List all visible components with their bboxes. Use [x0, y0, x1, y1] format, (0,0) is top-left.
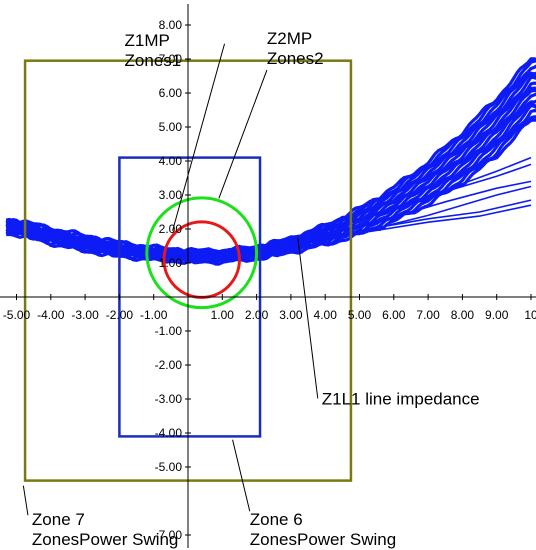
y-tick-label: -4.00 [155, 426, 183, 440]
trajectory-trace [6, 57, 536, 255]
zone-pointer [218, 69, 268, 199]
zone-label: Zone 6 [250, 510, 303, 529]
x-tick-label: -1.00 [140, 308, 168, 322]
trajectory-branch-line [273, 204, 532, 247]
y-tick-label: 4.00 [159, 154, 183, 168]
zone-label: ZonesPower Swing [250, 530, 396, 549]
x-tick-label: -5.00 [3, 308, 31, 322]
x-tick-label: 2.00 [245, 308, 269, 322]
y-tick-label: 1.00 [159, 256, 183, 270]
x-tick-label: -2.00 [106, 308, 134, 322]
x-tick-label: 4.00 [314, 308, 338, 322]
x-tick-label: 6.00 [382, 308, 406, 322]
axes: -5.00 -4.00 -3.00 -2.00 -1.00 1.00 2.00 3.00 4.0… [0, 4, 536, 548]
zone-circle [145, 196, 259, 310]
zone-label: Z2MP [267, 29, 312, 48]
zone-pointer [22, 485, 29, 516]
trajectory-branch-line [290, 156, 532, 244]
y-tick-label: -5.00 [155, 460, 183, 474]
trajectory-branch-line [256, 163, 532, 249]
zone-label: Zone 7 [32, 510, 85, 529]
y-tick-label: 7.00 [159, 52, 183, 66]
trajectory-trace [5, 64, 536, 257]
impedance-trajectory [5, 57, 536, 266]
x-tick-label: 3.00 [279, 308, 303, 322]
y-tick-label: 6.00 [159, 86, 183, 100]
zone-pointer [232, 439, 251, 512]
x-tick-label: 9.00 [485, 308, 509, 322]
y-tick-label: 5.00 [159, 120, 183, 134]
y-tick-label: 8.00 [159, 18, 183, 32]
trajectory-branch-line [290, 180, 532, 244]
zone-label: Zones2 [267, 49, 324, 68]
x-tick-label: 7.00 [416, 308, 440, 322]
zone-label: Zones1 [125, 51, 182, 70]
trajectory-pointer [297, 237, 319, 399]
zone-label: ZonesPower Swing [32, 530, 178, 549]
y-tick-label: -3.00 [155, 392, 183, 406]
y-tick-label: -7.00 [155, 528, 183, 542]
x-tick-label: 8.00 [451, 308, 475, 322]
trajectory-trace [6, 86, 536, 260]
y-tick-label: -1.00 [155, 324, 183, 338]
x-tick-label: -4.00 [37, 308, 65, 322]
trajectory-label: Z1L1 line impedance [322, 390, 480, 409]
trajectory-branch-line [273, 199, 532, 247]
x-tick-label: 10 [524, 308, 536, 322]
y-tick-label: -2.00 [155, 358, 183, 372]
trajectory-trace [5, 75, 536, 259]
x-tick-label: -3.00 [71, 308, 99, 322]
x-tick-label: 1.00 [211, 308, 235, 322]
zone-pointer [172, 43, 226, 231]
x-tick-label: 5.00 [348, 308, 372, 322]
zone-label: Z1MP [125, 31, 170, 50]
y-tick-label: 2.00 [159, 222, 183, 236]
y-tick-label: 3.00 [159, 188, 183, 202]
